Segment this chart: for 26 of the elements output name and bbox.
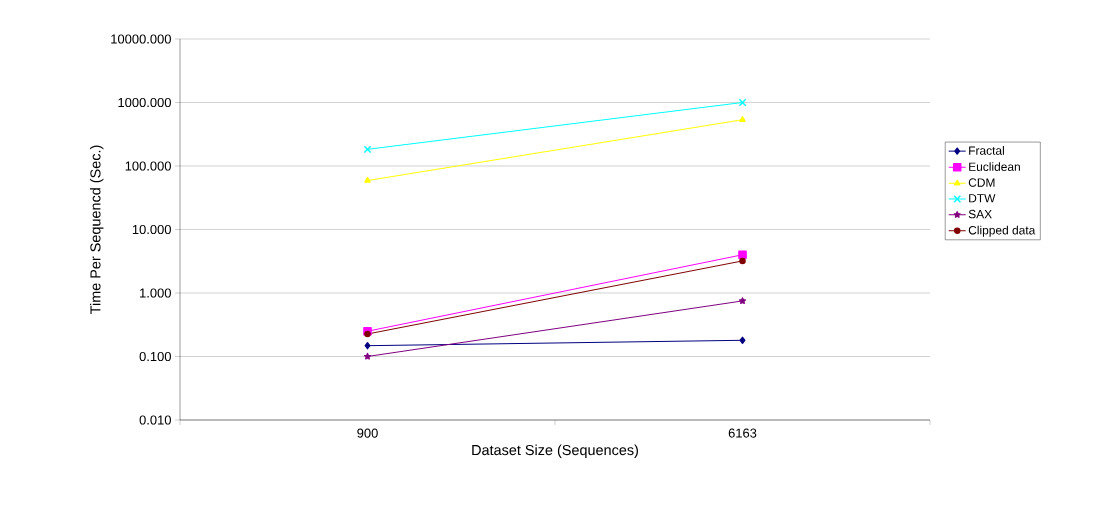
x-tick-label: 6163 bbox=[728, 428, 757, 438]
legend-label: CDM bbox=[968, 178, 995, 187]
point bbox=[739, 257, 746, 265]
y-tick-label: 1000.000 bbox=[118, 97, 171, 108]
point bbox=[739, 336, 746, 344]
y-tick-label: 0.100 bbox=[139, 351, 171, 362]
y-tick-label: 100.000 bbox=[125, 161, 171, 171]
y-axis-title: Time Per Sequencd (Sec.) bbox=[89, 145, 104, 315]
x-axis-title: Dataset Size (Sequences) bbox=[472, 444, 638, 458]
point bbox=[738, 250, 747, 260]
legend-label: SAX bbox=[968, 209, 992, 219]
legend-label: DTW bbox=[969, 194, 996, 203]
point bbox=[738, 297, 747, 305]
y-tick-label: 1.000 bbox=[140, 288, 171, 298]
y-tick-label: 0.010 bbox=[139, 415, 171, 425]
point bbox=[363, 145, 372, 154]
point bbox=[364, 342, 371, 350]
y-tick-label: 10000.000 bbox=[111, 34, 171, 44]
point bbox=[364, 330, 371, 338]
y-tick-label: 10.000 bbox=[132, 224, 171, 235]
x-tick-label: 900 bbox=[357, 428, 378, 438]
legend-label: Clipped data bbox=[968, 225, 1036, 237]
point bbox=[363, 352, 372, 360]
legend-label: Fractal bbox=[969, 146, 1004, 155]
point bbox=[738, 98, 747, 107]
legend-label: Euclidean bbox=[969, 162, 1020, 171]
